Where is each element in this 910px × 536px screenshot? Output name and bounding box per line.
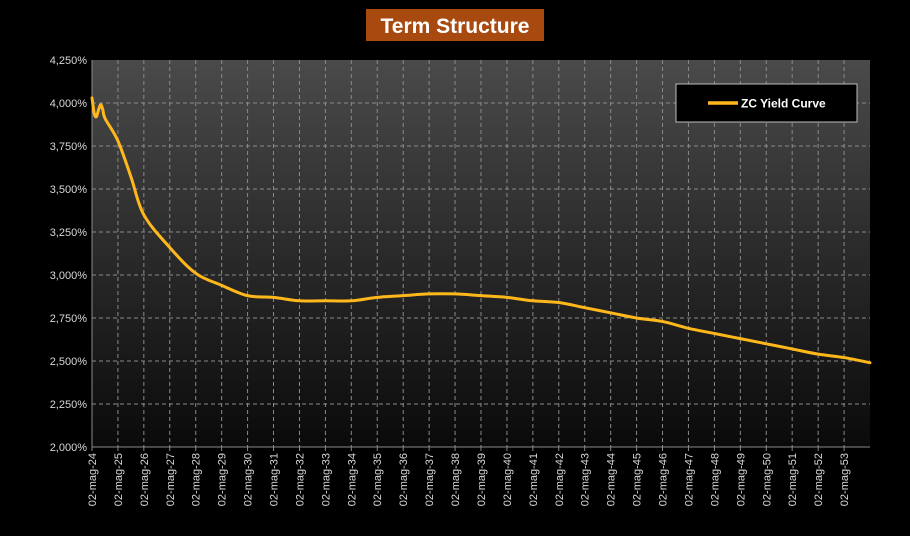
x-tick-label: 02-mag-51 bbox=[787, 453, 799, 506]
x-tick-label: 02-mag-46 bbox=[658, 453, 670, 506]
y-axis-tick-labels: 2,000% 2,250% 2,500% 2,750% 3,000% 3,250% 3,50… bbox=[50, 55, 88, 454]
chart-title-background bbox=[366, 9, 544, 41]
y-tick-label: 3,500% bbox=[50, 184, 88, 196]
series-line-zc-yield-curve bbox=[90, 96, 872, 365]
legend-label-zc-yield-curve: ZC Yield Curve bbox=[741, 97, 826, 111]
x-tick-label: 02-mag-33 bbox=[320, 453, 332, 506]
x-tick-label: 02-mag-27 bbox=[165, 453, 177, 506]
y-tick-label: 2,500% bbox=[50, 356, 88, 368]
x-tick-label: 02-mag-32 bbox=[294, 453, 306, 506]
x-tick-label: 02-mag-43 bbox=[580, 453, 592, 506]
x-tick-label: 02-mag-50 bbox=[761, 453, 773, 506]
legend: ZC Yield Curve bbox=[675, 83, 858, 123]
x-tick-label: 02-mag-38 bbox=[450, 453, 462, 506]
x-tick-label: 02-mag-49 bbox=[735, 453, 747, 506]
x-tick-label: 02-mag-34 bbox=[346, 453, 358, 506]
y-tick-label: 4,000% bbox=[50, 98, 88, 110]
x-axis-tick-labels: 02-mag-24 02-mag-25 02-mag-26 02-mag-27 02-m… bbox=[87, 453, 851, 506]
x-tick-label: 02-mag-30 bbox=[243, 453, 255, 506]
y-tick-label: 2,000% bbox=[50, 442, 88, 454]
grid-lines bbox=[92, 60, 870, 447]
x-tick-label: 02-mag-53 bbox=[839, 453, 851, 506]
x-tick-label: 02-mag-44 bbox=[606, 453, 618, 506]
y-tick-label: 3,000% bbox=[50, 270, 88, 282]
x-tick-label: 02-mag-37 bbox=[424, 453, 436, 506]
y-tick-label: 3,750% bbox=[50, 141, 88, 153]
x-tick-label: 02-mag-42 bbox=[554, 453, 566, 506]
legend-box bbox=[675, 83, 858, 123]
axes bbox=[91, 60, 870, 451]
x-tick-label: 02-mag-47 bbox=[683, 453, 695, 506]
x-tick-label: 02-mag-39 bbox=[476, 453, 488, 506]
y-tick-label: 2,750% bbox=[50, 313, 88, 325]
x-tick-label: 02-mag-29 bbox=[217, 453, 229, 506]
y-tick-label: 4,250% bbox=[50, 55, 88, 67]
series-layer bbox=[90, 96, 872, 365]
x-tick-label: 02-mag-45 bbox=[632, 453, 644, 506]
chart-title: Term Structure bbox=[381, 15, 530, 38]
x-tick-label: 02-mag-48 bbox=[709, 453, 721, 506]
chart-title-box: Term Structure bbox=[366, 9, 544, 41]
x-tick-label: 02-mag-28 bbox=[191, 453, 203, 506]
x-tick-label: 02-mag-26 bbox=[139, 453, 151, 506]
y-tick-label: 3,250% bbox=[50, 227, 88, 239]
x-tick-label: 02-mag-25 bbox=[113, 453, 125, 506]
x-tick-label: 02-mag-35 bbox=[372, 453, 384, 506]
x-tick-label: 02-mag-52 bbox=[813, 453, 825, 506]
x-tick-label: 02-mag-24 bbox=[87, 453, 99, 506]
x-tick-label: 02-mag-41 bbox=[528, 453, 540, 506]
x-tick-label: 02-mag-40 bbox=[502, 453, 514, 506]
y-tick-label: 2,250% bbox=[50, 399, 88, 411]
x-tick-label: 02-mag-31 bbox=[268, 453, 280, 506]
x-tick-label: 02-mag-36 bbox=[398, 453, 410, 506]
